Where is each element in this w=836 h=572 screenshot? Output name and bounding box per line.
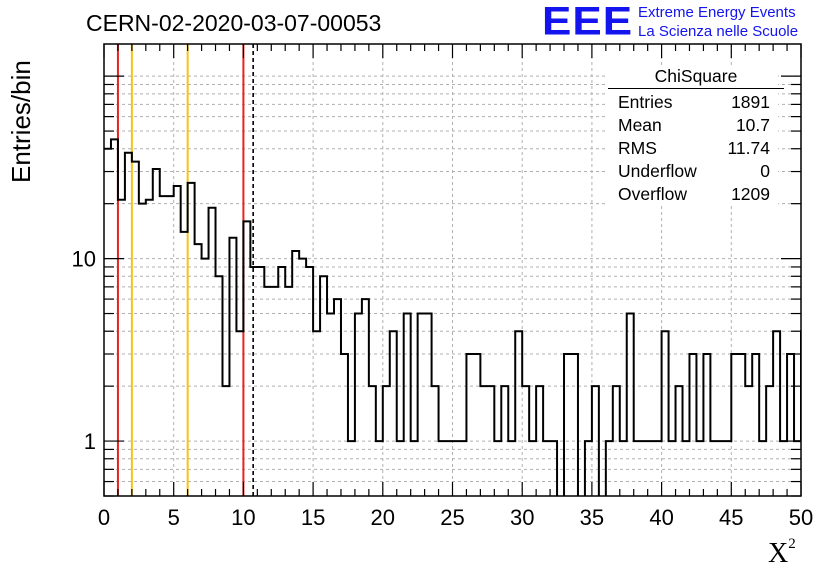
logo-line-2: La Scienza nelle Scuole [638,23,799,40]
stats-box: ChiSquare Entries 1891 Mean 10.7 RMS 11.74 … [608,66,784,206]
stats-title: ChiSquare [608,66,784,89]
chart-title: CERN-02-2020-03-07-00053 [86,10,382,36]
x-tick-label: 25 [440,505,464,530]
eee-logo: EEE [542,0,634,44]
stats-row-underflow: Underflow 0 [618,161,770,181]
x-tick-label: 30 [510,505,534,530]
stats-row-entries: Entries 1891 [618,92,770,112]
x-tick-label: 40 [649,505,673,530]
reference-lines [116,44,254,496]
histogram-line [104,138,801,496]
x-tick-label: 50 [789,505,813,530]
x-tick-label: 20 [371,505,395,530]
logo-line-1: Extreme Energy Events [638,4,796,21]
y-tick-label: 10 [72,247,96,272]
stats-row-mean: Mean 10.7 [618,115,770,135]
x-tick-label: 10 [231,505,255,530]
y-tick-label: 1 [84,429,96,454]
x-tick-label: 0 [98,505,110,530]
x-tick-label: 35 [580,505,604,530]
x-tick-label: 15 [301,505,325,530]
stats-row-rms: RMS 11.74 [618,138,770,158]
x-tick-label: 45 [719,505,743,530]
x-tick-label: 5 [168,505,180,530]
x-axis-label: X2 [768,536,796,569]
stats-row-overflow: Overflow 1209 [618,184,770,204]
y-axis-label: Entries/bin [6,60,36,183]
histogram [104,138,801,496]
axes: 0 5 10 15 20 25 30 35 40 45 50 1 10 [72,43,813,530]
grid [104,44,801,496]
